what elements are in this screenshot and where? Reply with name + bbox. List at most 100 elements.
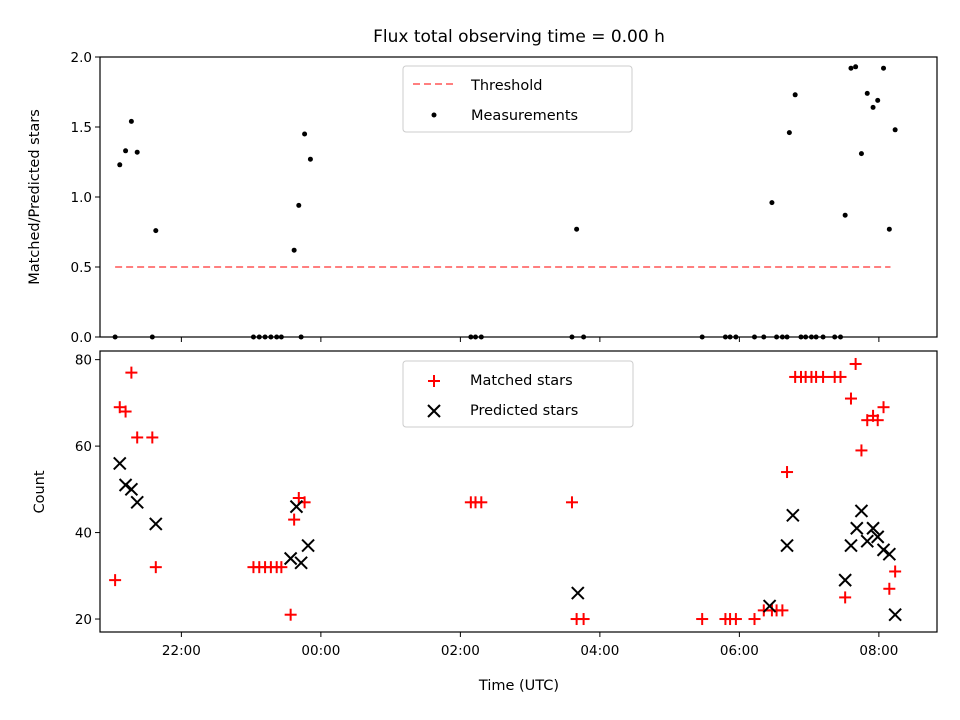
- predicted-star-marker: [780, 538, 794, 553]
- ratio-legend-box: [402, 65, 633, 133]
- predicted-star-marker: [762, 599, 777, 613]
- predicted-star-marker: [888, 608, 902, 622]
- matched-legend-swatch: [428, 375, 440, 387]
- count-legend: Matched stars Predicted stars: [402, 360, 634, 428]
- matched-star-marker: [883, 582, 896, 595]
- matched-star-marker: [288, 513, 301, 526]
- ratio-y-axis-label: Matched/Predicted stars: [27, 109, 43, 285]
- ratio-y-tick-label: 0.5: [71, 260, 92, 276]
- matched-star-marker: [131, 431, 144, 444]
- x-tick-label: 00:00: [301, 643, 340, 659]
- measurement-point: [307, 156, 313, 162]
- matched-star-marker: [844, 392, 857, 405]
- matched-star-marker: [577, 613, 590, 626]
- predicted-star-marker: [571, 586, 585, 600]
- ratio-y-tick-label: 1.0: [71, 190, 92, 206]
- count-plot-frame: [99, 350, 938, 633]
- predicted-star-marker: [283, 551, 298, 566]
- predicted-star-marker: [149, 517, 163, 531]
- chart-title: Flux total observing time = 0.00 h: [373, 27, 665, 47]
- measurement-point: [792, 92, 798, 98]
- matched-star-marker: [817, 370, 830, 383]
- ratio-y-ticks: 0.0 0.5 1.0 1.5 2.0: [71, 50, 100, 346]
- matched-star-marker: [275, 561, 288, 574]
- predicted-star-marker: [301, 538, 315, 553]
- measurement-point: [886, 226, 892, 232]
- count-y-ticks: 20 40 60 80: [75, 353, 100, 628]
- count-legend-box: [402, 360, 634, 428]
- count-y-tick-label: 40: [75, 526, 92, 542]
- measurement-point: [117, 162, 123, 168]
- measurement-point: [302, 131, 308, 137]
- measurement-point: [291, 247, 297, 253]
- ratio-marks: [112, 64, 898, 340]
- matched-star-marker: [729, 613, 742, 626]
- measurement-point: [769, 200, 775, 206]
- x-tick-label: 02:00: [441, 643, 480, 659]
- matched-star-marker: [834, 370, 847, 383]
- x-tick-label: 08:00: [859, 643, 898, 659]
- measurement-point: [875, 97, 881, 103]
- matched-star-marker: [146, 431, 159, 444]
- predicted-star-marker: [876, 543, 891, 557]
- matched-star-marker: [849, 357, 862, 370]
- predicted-star-marker: [124, 482, 139, 497]
- measurements-legend-label: Measurements: [471, 108, 578, 124]
- measurement-point: [881, 65, 887, 71]
- count-y-tick-label: 20: [75, 612, 92, 628]
- matched-star-marker: [781, 466, 794, 479]
- ratio-y-tick-label: 0.0: [71, 330, 92, 346]
- predicted-star-marker: [786, 508, 800, 522]
- measurement-point: [892, 127, 898, 133]
- predicted-star-marker: [130, 495, 144, 510]
- predicted-star-marker: [854, 504, 869, 518]
- measurement-point: [574, 226, 580, 232]
- matched-star-marker: [109, 574, 122, 587]
- count-y-axis-label: Count: [32, 470, 48, 513]
- measurement-point: [858, 151, 864, 157]
- predicted-legend-label: Predicted stars: [470, 403, 578, 419]
- matched-star-marker: [855, 444, 868, 457]
- predicted-legend-swatch: [427, 404, 441, 418]
- matched-star-marker: [839, 591, 852, 604]
- measurement-point: [123, 148, 129, 154]
- measurement-point: [842, 212, 848, 218]
- predicted-star-marker: [118, 478, 133, 492]
- x-tick-label: 06:00: [720, 643, 759, 659]
- measurement-point: [296, 202, 302, 208]
- x-tick-label: 22:00: [162, 643, 201, 659]
- x-axis-label: Time (UTC): [478, 678, 559, 694]
- matched-star-marker: [748, 613, 761, 626]
- matched-star-marker: [877, 401, 890, 414]
- matched-star-marker: [565, 496, 578, 509]
- measurements-legend-swatch: [431, 112, 437, 118]
- count-x-ticks: 22:00 00:00 02:00 04:00 06:00 08:00: [162, 632, 898, 659]
- predicted-star-marker: [871, 530, 885, 544]
- count-y-tick-label: 60: [75, 439, 92, 455]
- predicted-star-marker: [866, 521, 880, 535]
- matched-star-marker: [125, 366, 138, 379]
- measurement-point: [786, 130, 792, 136]
- x-tick-label: 04:00: [580, 643, 619, 659]
- predicted-star-marker: [850, 521, 864, 535]
- count-marks: [109, 357, 902, 626]
- matched-star-marker: [889, 565, 902, 578]
- ratio-y-tick-label: 2.0: [71, 50, 92, 66]
- matched-star-marker: [119, 405, 132, 418]
- matched-star-marker: [149, 561, 162, 574]
- predicted-star-marker: [844, 538, 858, 553]
- measurement-point: [153, 228, 159, 234]
- measurement-point: [134, 149, 140, 155]
- ratio-panel: 0.00.51.01.52.0 Matched/Predicted stars …: [27, 50, 938, 346]
- predicted-star-marker: [113, 456, 127, 471]
- predicted-star-marker: [860, 534, 874, 548]
- count-y-tick-label: 80: [75, 353, 92, 369]
- ratio-y-tick-label: 1.5: [71, 120, 92, 136]
- measurement-point: [128, 118, 134, 124]
- matched-star-marker: [871, 414, 884, 427]
- matched-star-marker: [776, 604, 789, 617]
- matched-star-marker: [284, 608, 297, 621]
- predicted-star-marker: [289, 499, 304, 514]
- measurement-point: [870, 104, 876, 110]
